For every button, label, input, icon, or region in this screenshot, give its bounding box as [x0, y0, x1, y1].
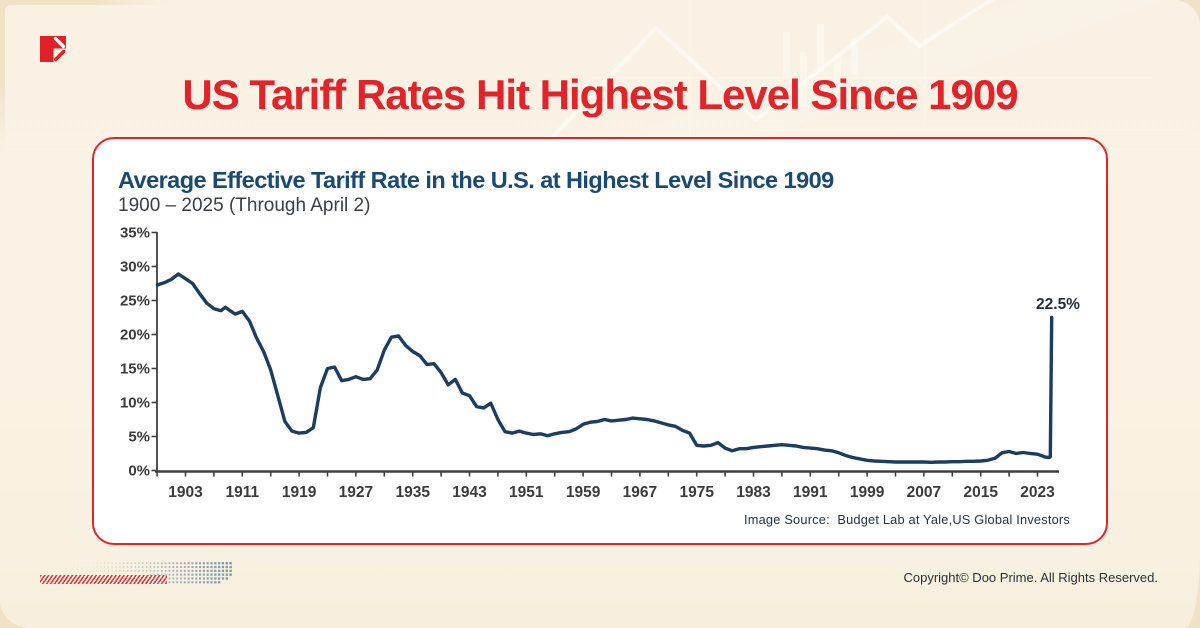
svg-text:10%: 10%: [120, 394, 150, 411]
svg-text:1991: 1991: [793, 484, 828, 501]
svg-text:1903: 1903: [168, 484, 203, 501]
svg-text:2015: 2015: [963, 484, 998, 501]
svg-text:1951: 1951: [509, 484, 544, 501]
svg-text:25%: 25%: [120, 292, 150, 309]
svg-text:5%: 5%: [128, 428, 150, 445]
svg-text:1975: 1975: [679, 484, 714, 501]
svg-text:1999: 1999: [850, 484, 885, 501]
svg-text:2023: 2023: [1020, 484, 1055, 501]
svg-text:1927: 1927: [339, 484, 373, 501]
svg-text:20%: 20%: [120, 326, 150, 343]
svg-text:1943: 1943: [452, 484, 487, 501]
svg-text:35%: 35%: [120, 224, 150, 241]
svg-text:30%: 30%: [120, 258, 150, 275]
svg-text:1911: 1911: [225, 484, 259, 501]
svg-text:1959: 1959: [566, 484, 601, 501]
svg-text:1983: 1983: [736, 484, 771, 501]
svg-text:0%: 0%: [128, 462, 150, 479]
svg-text:1935: 1935: [395, 484, 430, 501]
svg-text:22.5%: 22.5%: [1036, 296, 1080, 313]
svg-text:2007: 2007: [907, 484, 941, 501]
svg-text:15%: 15%: [120, 360, 150, 377]
svg-text:1967: 1967: [623, 484, 657, 501]
svg-text:1919: 1919: [282, 484, 317, 501]
